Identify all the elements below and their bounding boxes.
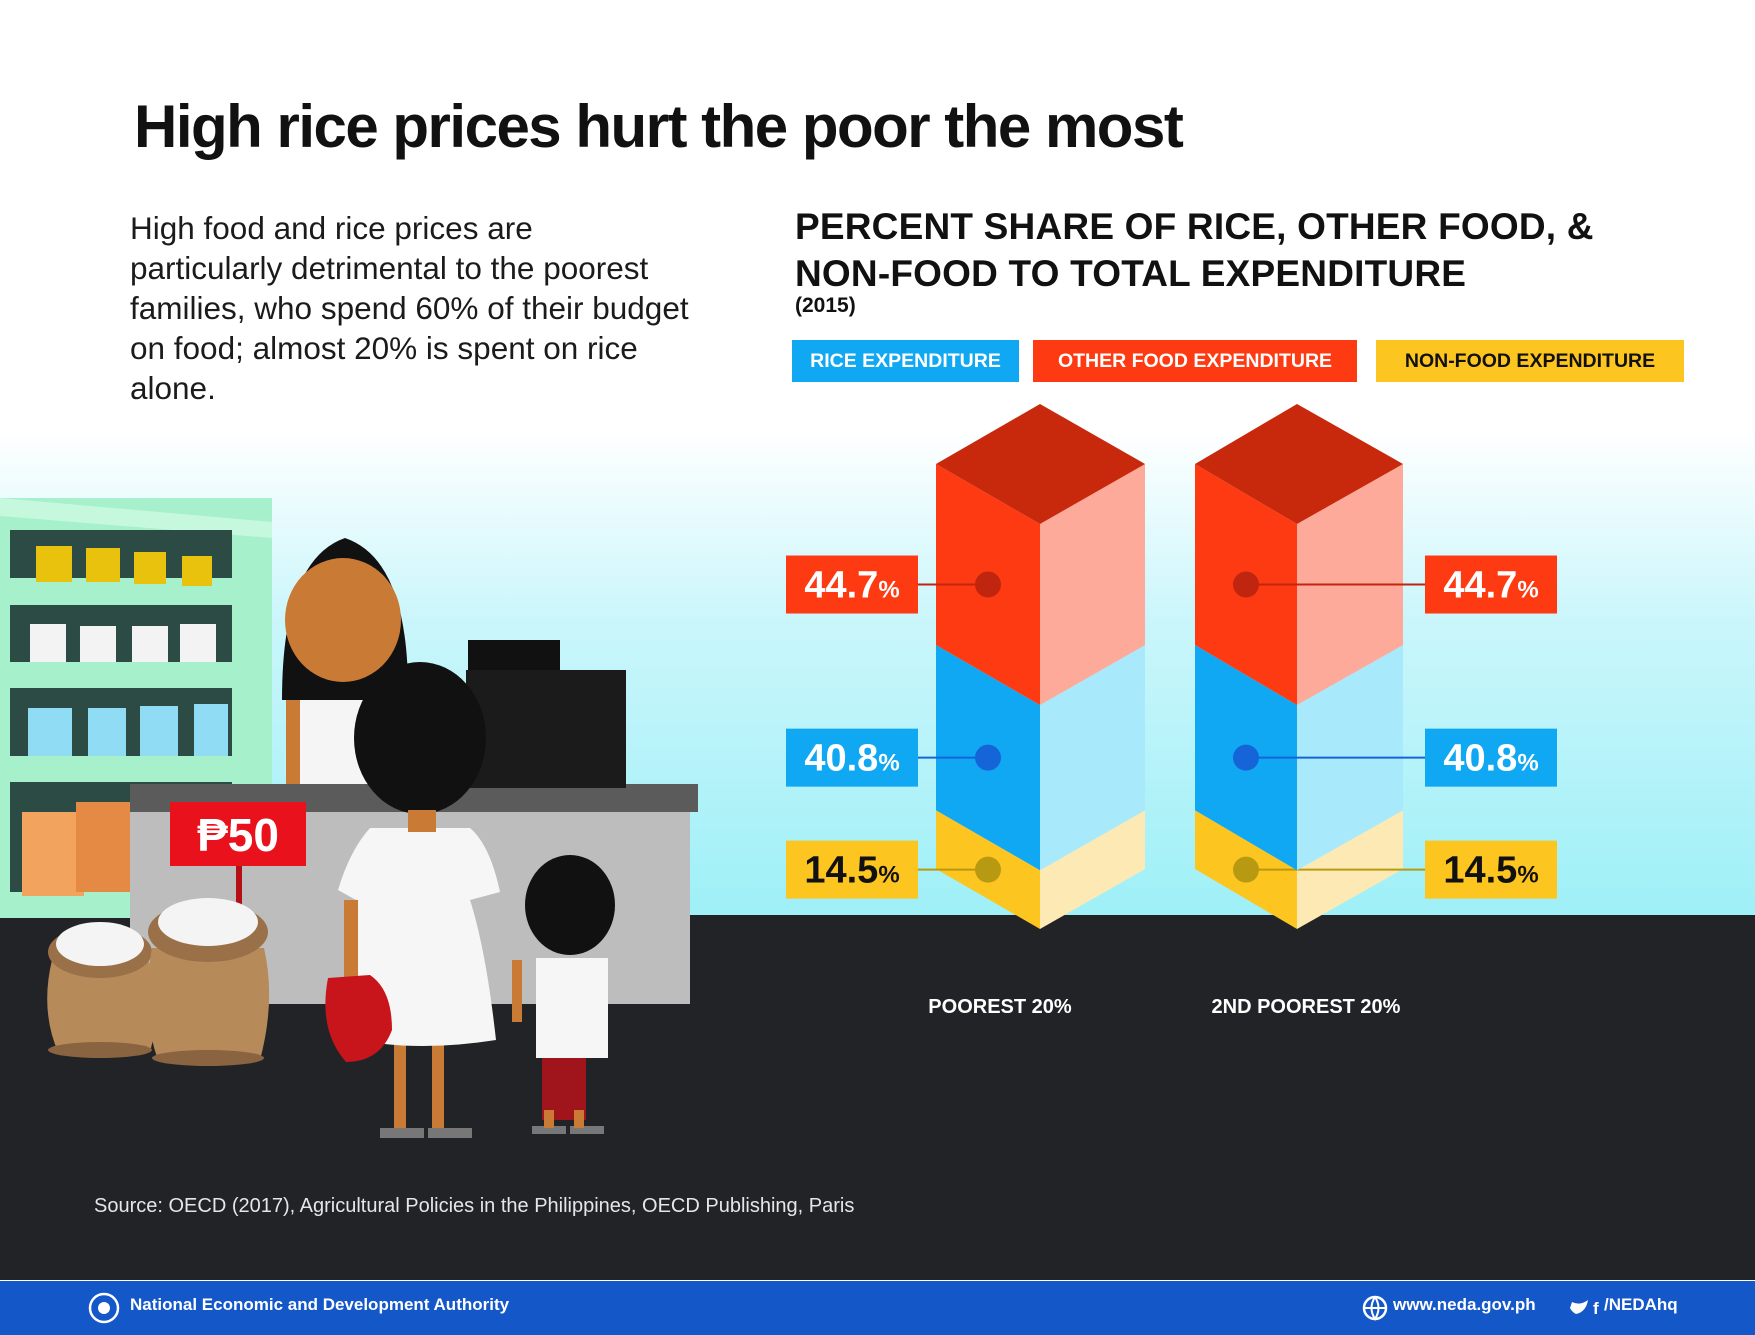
mother <box>325 662 500 1138</box>
column-1-non-food-side <box>1040 810 1145 929</box>
footer-social[interactable]: /NEDAhq <box>1604 1295 1678 1314</box>
intro-text: High food and rice prices are particular… <box>130 210 689 406</box>
legend-rice: RICE EXPENDITURE <box>792 340 1019 382</box>
category-label-poorest: POOREST 20% <box>928 996 1072 1018</box>
chart-subtitle: (2015) <box>795 294 856 317</box>
footer-org: National Economic and Development Author… <box>130 1295 510 1314</box>
column-1-other-food-side <box>1040 464 1145 706</box>
footer-bar <box>0 1281 1755 1335</box>
value-label-2-1: 44.7% <box>1443 565 1538 607</box>
value-label-bg-2-2 <box>1425 840 1557 899</box>
child <box>512 855 615 1134</box>
rice-sacks <box>47 898 270 1066</box>
value-dot-1-1 <box>975 571 1001 598</box>
value-dot-2-0 <box>1233 744 1259 771</box>
value-dot-1-0 <box>975 744 1001 771</box>
column-1-rice-side <box>1040 645 1145 871</box>
value-label-2-2: 14.5% <box>1443 850 1538 892</box>
source-note: Source: OECD (2017), Agricultural Polici… <box>94 1195 855 1217</box>
column-1-top <box>936 404 1145 524</box>
value-dot-2-1 <box>1233 571 1259 598</box>
value-label-bg-1-2 <box>786 840 918 899</box>
value-dot-2-2 <box>1233 856 1259 883</box>
value-label-bg-2-0 <box>1425 728 1557 787</box>
category-label-2nd-poorest: 2ND POOREST 20% <box>1211 996 1401 1018</box>
page-title: High rice prices hurt the poor the most <box>134 93 1184 160</box>
price-tag <box>170 802 306 906</box>
value-label-1-1: 44.7% <box>804 565 899 607</box>
legend-non-food: NON-FOOD EXPENDITURE <box>1376 340 1684 382</box>
value-label-bg-1-1 <box>786 555 918 614</box>
value-label-1-0: 40.8% <box>804 738 899 780</box>
value-label-bg-2-1 <box>1425 555 1557 614</box>
price-tag-text: ₱50 <box>197 809 279 861</box>
value-label-1-2: 14.5% <box>804 850 899 892</box>
footer-website[interactable]: www.neda.gov.ph <box>1393 1295 1536 1314</box>
chart-title: PERCENT SHARE OF RICE, OTHER FOOD, & NON… <box>795 206 1594 294</box>
column-2-top <box>1195 404 1403 524</box>
value-label-2-0: 40.8% <box>1443 738 1538 780</box>
value-dot-1-2 <box>975 856 1001 883</box>
value-label-bg-1-0 <box>786 728 918 787</box>
legend-other-food: OTHER FOOD EXPENDITURE <box>1033 340 1357 382</box>
